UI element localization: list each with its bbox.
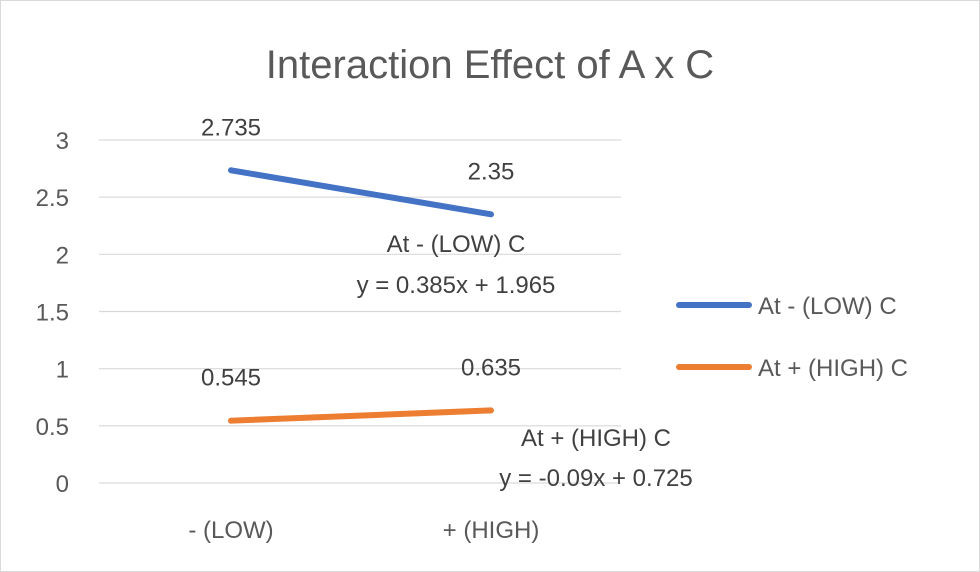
- trendline-equation: y = -0.09x + 0.725: [499, 465, 692, 492]
- series-line-0: [228, 167, 494, 218]
- data-label: 2.35: [468, 158, 515, 185]
- data-label: 0.545: [201, 365, 261, 392]
- chart-title: Interaction Effect of A x C: [266, 43, 714, 87]
- series-lines: [228, 167, 494, 424]
- x-tick-label: + (HIGH): [443, 517, 540, 544]
- data-labels: 2.735 2.35 0.545 0.635: [201, 114, 521, 391]
- legend-label: At + (HIGH) C: [758, 355, 908, 382]
- trendline-equation: y = 0.385x + 1.965: [357, 272, 556, 299]
- y-tick-label: 0.5: [36, 414, 69, 441]
- y-tick-label: 2.5: [36, 185, 69, 212]
- y-axis-ticks: 0 0.5 1 1.5 2 2.5 3: [36, 128, 69, 498]
- trendline-name: At + (HIGH) C: [521, 425, 671, 452]
- data-label: 2.735: [201, 114, 261, 141]
- data-label: 0.635: [461, 354, 521, 381]
- legend-label: At - (LOW) C: [758, 293, 897, 320]
- trendline-labels: At - (LOW) C y = 0.385x + 1.965 At + (HIGH…: [357, 231, 693, 492]
- x-axis-ticks: - (LOW) + (HIGH): [188, 517, 539, 544]
- y-tick-label: 3: [56, 128, 69, 155]
- gridlines: [99, 139, 621, 484]
- y-tick-label: 1: [56, 357, 69, 384]
- trendline-name: At - (LOW) C: [387, 231, 526, 258]
- y-tick-label: 0: [56, 471, 69, 498]
- y-tick-label: 1.5: [36, 300, 69, 327]
- x-tick-label: - (LOW): [188, 517, 273, 544]
- series-line-1: [228, 407, 494, 424]
- y-tick-label: 2: [56, 242, 69, 269]
- legend: At - (LOW) C At + (HIGH) C: [676, 293, 908, 382]
